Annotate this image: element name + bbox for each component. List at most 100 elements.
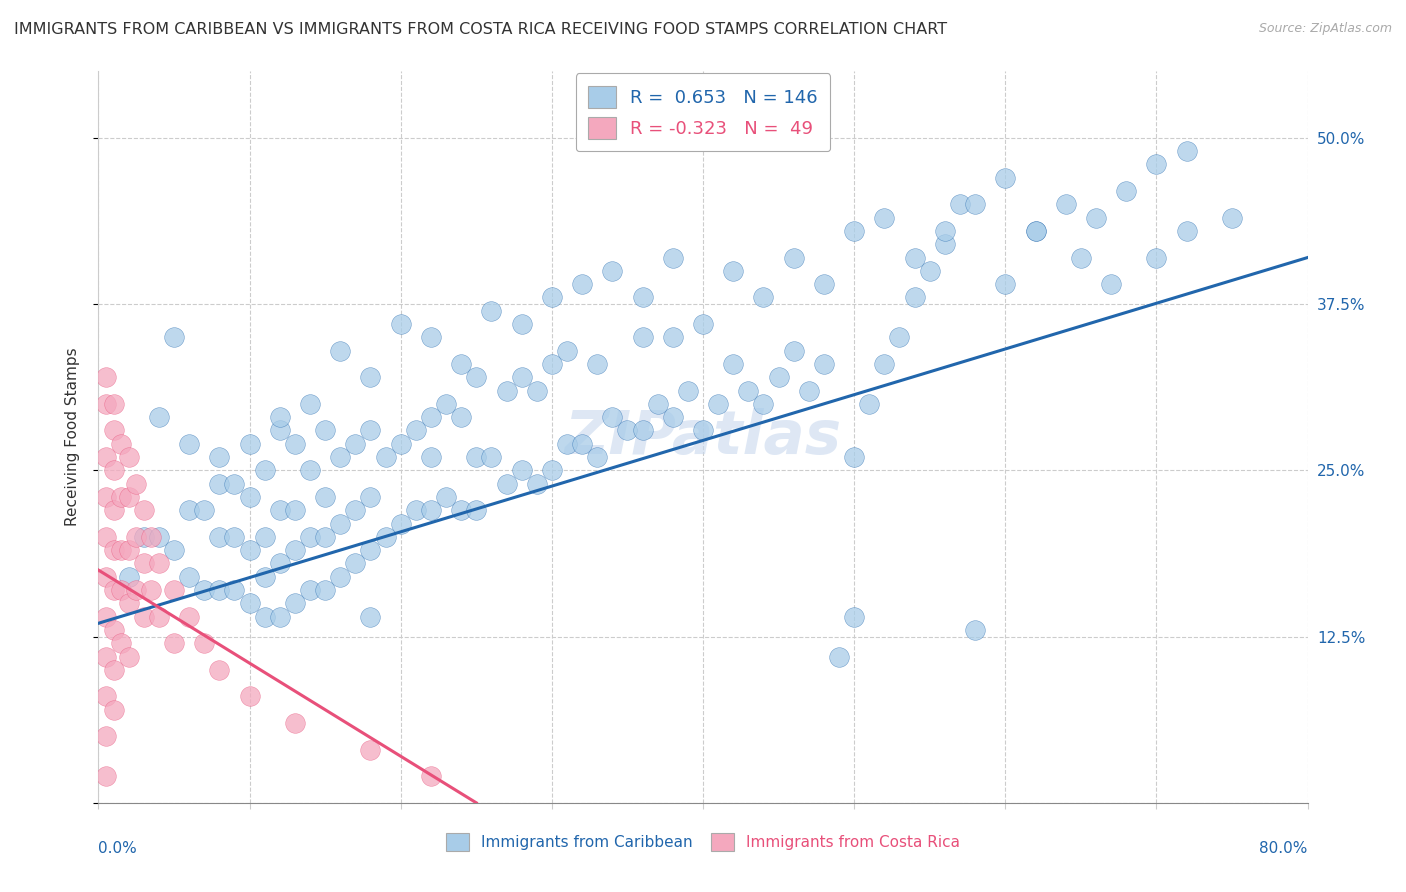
- Point: [616, 424, 638, 438]
- Point: [1175, 144, 1198, 158]
- Point: [314, 490, 336, 504]
- Point: [1024, 224, 1046, 238]
- Point: [94, 450, 117, 464]
- Point: [118, 570, 141, 584]
- Point: [389, 436, 412, 450]
- Point: [299, 582, 322, 597]
- Point: [269, 424, 291, 438]
- Point: [904, 251, 927, 265]
- Point: [94, 370, 117, 384]
- Point: [148, 557, 170, 571]
- Point: [110, 636, 132, 650]
- Point: [555, 436, 578, 450]
- Point: [389, 516, 412, 531]
- Point: [179, 609, 201, 624]
- Point: [269, 557, 291, 571]
- Point: [208, 582, 231, 597]
- Point: [163, 543, 186, 558]
- Point: [360, 742, 382, 756]
- Point: [224, 530, 246, 544]
- Point: [103, 424, 125, 438]
- Point: [465, 450, 488, 464]
- Point: [918, 264, 941, 278]
- Point: [873, 211, 896, 225]
- Point: [1144, 157, 1167, 171]
- Point: [405, 424, 427, 438]
- Point: [540, 357, 562, 371]
- Point: [602, 410, 624, 425]
- Point: [510, 317, 533, 331]
- Point: [1070, 251, 1092, 265]
- Point: [253, 530, 276, 544]
- Point: [783, 343, 806, 358]
- Point: [873, 357, 896, 371]
- Point: [269, 609, 291, 624]
- Point: [110, 582, 132, 597]
- Point: [465, 370, 488, 384]
- Point: [208, 663, 231, 677]
- Point: [193, 503, 215, 517]
- Point: [374, 450, 396, 464]
- Point: [314, 582, 336, 597]
- Point: [125, 530, 148, 544]
- Point: [844, 450, 866, 464]
- Point: [631, 290, 654, 304]
- Point: [904, 290, 927, 304]
- Point: [420, 503, 443, 517]
- Point: [420, 769, 443, 783]
- Point: [692, 317, 714, 331]
- Text: 80.0%: 80.0%: [1260, 841, 1308, 856]
- Point: [253, 609, 276, 624]
- Point: [284, 716, 307, 731]
- Point: [1175, 224, 1198, 238]
- Point: [661, 410, 683, 425]
- Point: [284, 436, 307, 450]
- Point: [631, 330, 654, 344]
- Point: [314, 530, 336, 544]
- Point: [163, 330, 186, 344]
- Point: [1144, 251, 1167, 265]
- Point: [94, 570, 117, 584]
- Point: [103, 397, 125, 411]
- Point: [110, 490, 132, 504]
- Point: [94, 690, 117, 704]
- Point: [299, 530, 322, 544]
- Point: [465, 503, 488, 517]
- Point: [647, 397, 669, 411]
- Point: [132, 530, 155, 544]
- Point: [934, 224, 956, 238]
- Point: [495, 476, 517, 491]
- Point: [125, 582, 148, 597]
- Point: [994, 277, 1017, 292]
- Point: [737, 384, 759, 398]
- Point: [586, 450, 609, 464]
- Point: [269, 410, 291, 425]
- Point: [723, 357, 745, 371]
- Point: [141, 530, 163, 544]
- Point: [661, 330, 683, 344]
- Point: [676, 384, 699, 398]
- Point: [692, 424, 714, 438]
- Point: [239, 543, 262, 558]
- Point: [163, 636, 186, 650]
- Point: [1099, 277, 1122, 292]
- Text: Source: ZipAtlas.com: Source: ZipAtlas.com: [1258, 22, 1392, 36]
- Point: [239, 436, 262, 450]
- Point: [434, 490, 457, 504]
- Point: [344, 557, 367, 571]
- Point: [752, 290, 775, 304]
- Point: [344, 503, 367, 517]
- Point: [768, 370, 790, 384]
- Point: [239, 690, 262, 704]
- Point: [329, 516, 352, 531]
- Point: [118, 450, 141, 464]
- Point: [329, 570, 352, 584]
- Point: [828, 649, 851, 664]
- Point: [224, 582, 246, 597]
- Point: [360, 490, 382, 504]
- Point: [510, 370, 533, 384]
- Point: [1220, 211, 1243, 225]
- Point: [94, 649, 117, 664]
- Text: 0.0%: 0.0%: [98, 841, 138, 856]
- Point: [481, 303, 503, 318]
